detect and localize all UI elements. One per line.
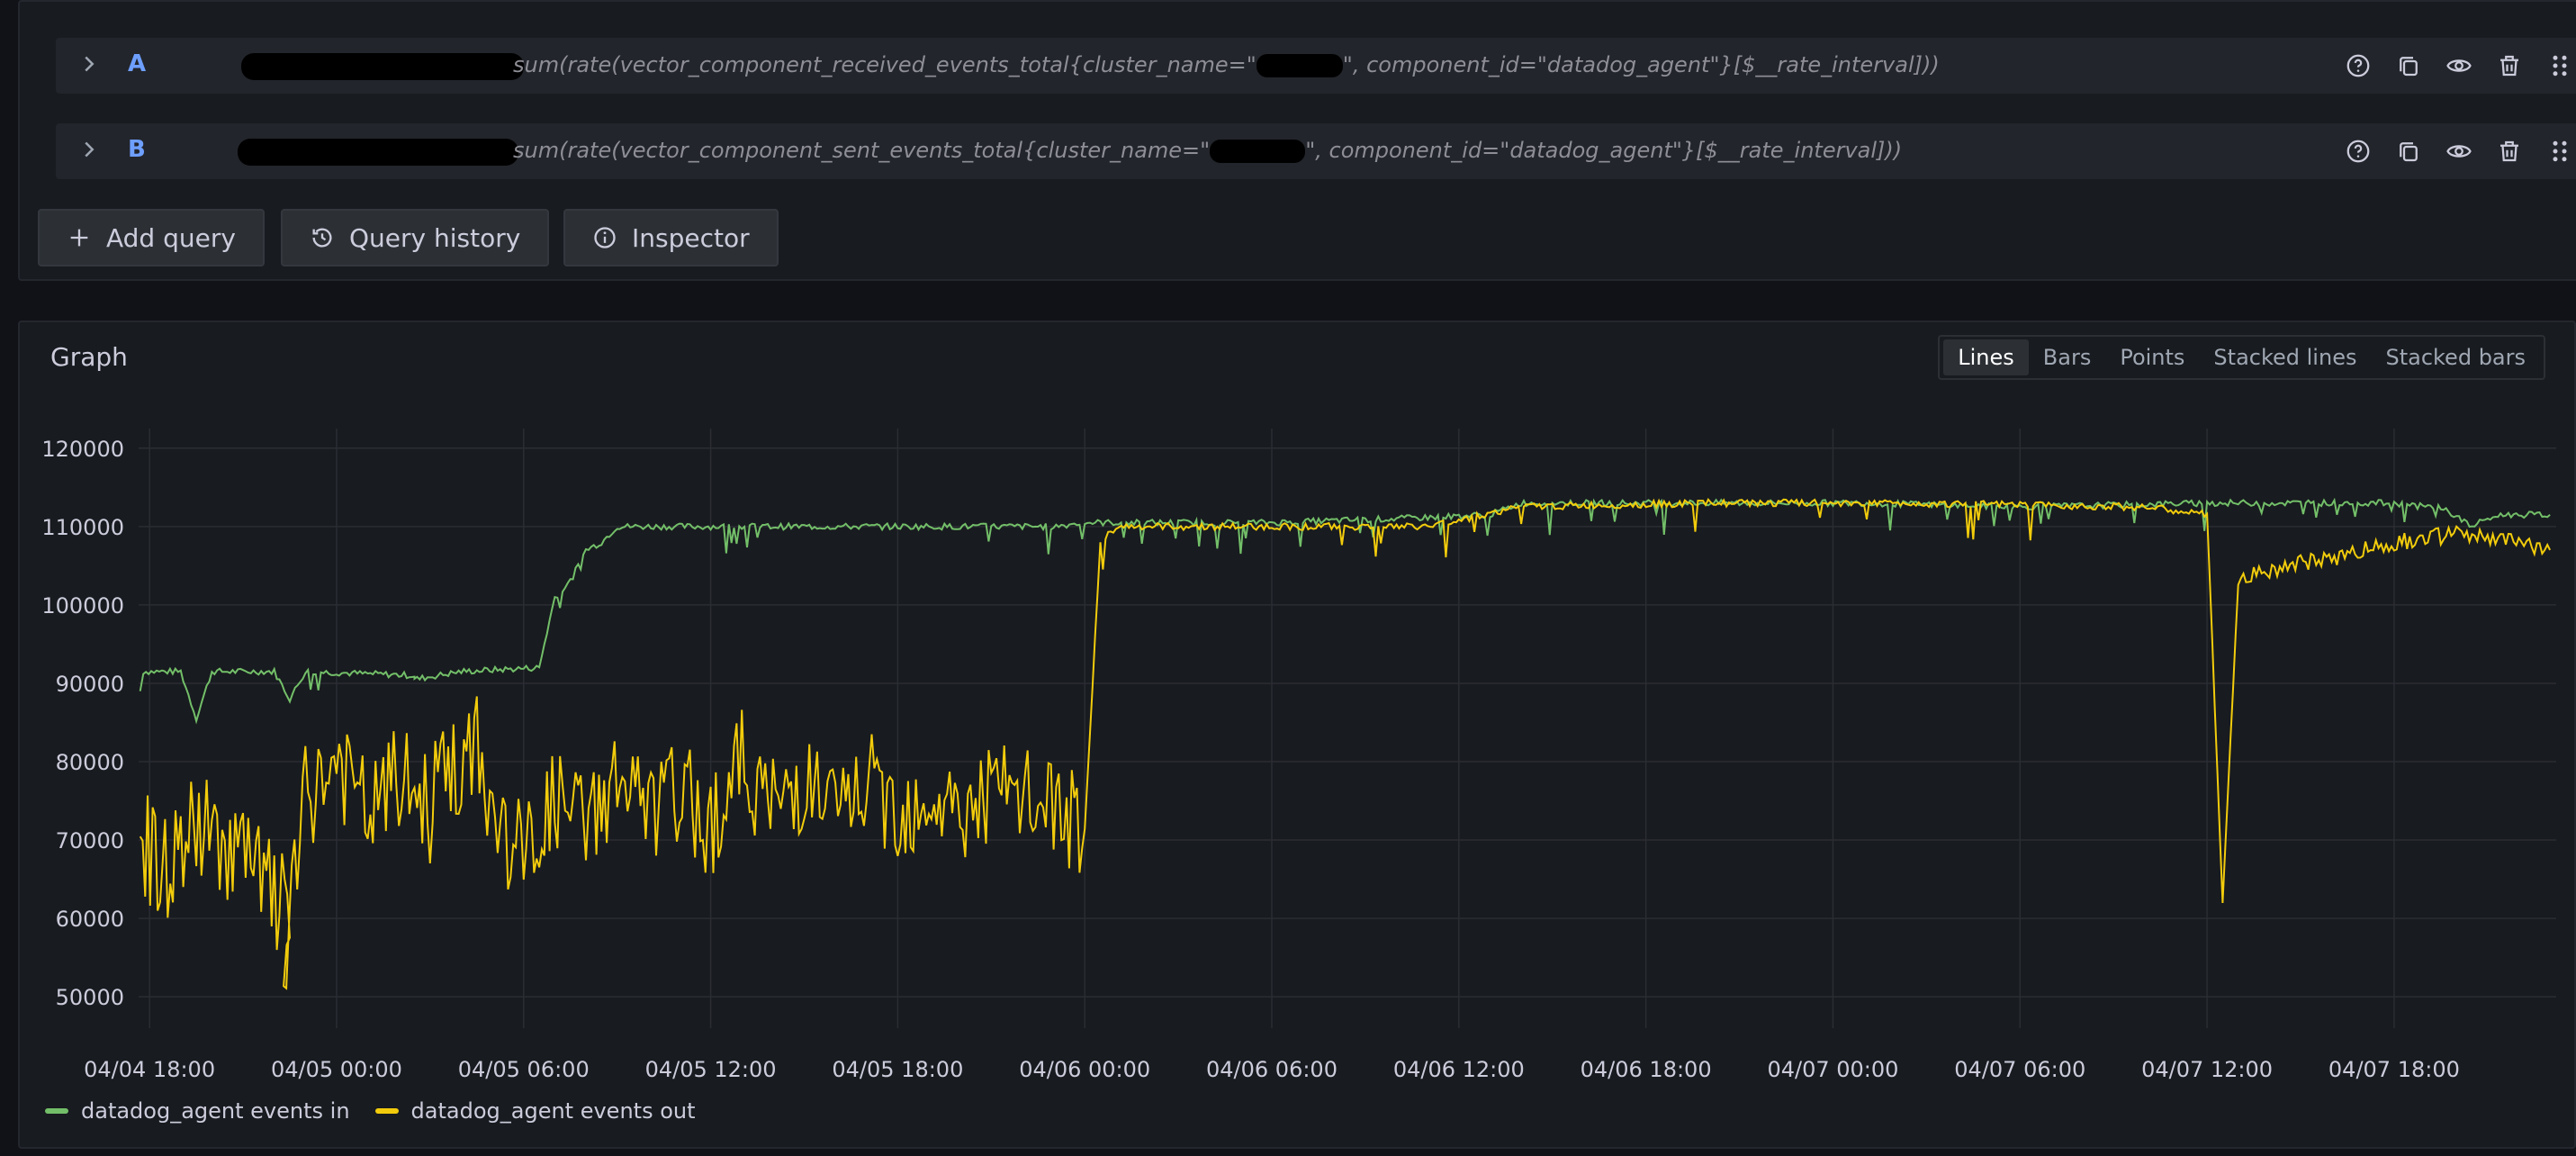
query-row-b[interactable]: B sum(rate(vector_component_sent_events_… (56, 123, 2576, 179)
viz-option-lines[interactable]: Lines (1943, 339, 2029, 375)
drag-handle-icon[interactable] (2542, 134, 2576, 168)
x-tick-label: 04/07 00:00 (1767, 1057, 1898, 1082)
y-tick-label: 100000 (41, 593, 124, 619)
plus-icon (70, 229, 88, 247)
x-tick-label: 04/06 18:00 (1581, 1057, 1712, 1082)
add-query-label: Add query (106, 222, 236, 253)
time-series-chart[interactable]: 120000 110000 100000 90000 80000 70000 60000 50… (20, 322, 2574, 1147)
y-tick-label: 80000 (56, 750, 124, 775)
inspector-label: Inspector (632, 222, 750, 253)
x-tick-label: 04/04 18:00 (84, 1057, 215, 1082)
legend-label-in: datadog_agent events in (81, 1098, 350, 1124)
y-tick-label: 60000 (56, 907, 124, 932)
add-query-button[interactable]: Add query (38, 209, 265, 266)
legend-swatch-out (374, 1108, 399, 1114)
x-tick-label: 04/07 06:00 (1954, 1057, 2085, 1082)
viz-option-bars[interactable]: Bars (2042, 345, 2092, 370)
viz-option-stacked-bars[interactable]: Stacked bars (2385, 345, 2526, 370)
query-history-button[interactable]: Query history (281, 209, 550, 266)
legend-item-events-in[interactable]: datadog_agent events in (45, 1098, 350, 1124)
eye-icon[interactable] (2441, 134, 2477, 168)
x-tick-label: 04/06 00:00 (1019, 1057, 1150, 1082)
y-tick-label: 110000 (41, 515, 124, 540)
trash-icon[interactable] (2491, 49, 2527, 83)
graph-title: Graph (50, 342, 128, 372)
query-ref-id[interactable]: A (128, 50, 147, 77)
redacted-query-name (241, 53, 524, 80)
viz-option-stacked-lines[interactable]: Stacked lines (2213, 345, 2357, 370)
y-tick-label: 70000 (56, 828, 124, 853)
series-line-events-out (139, 497, 2551, 990)
query-history-label: Query history (349, 222, 521, 253)
y-tick-label: 50000 (56, 985, 124, 1010)
graph-panel: Graph Lines Bars Points Stacked lines St… (18, 321, 2576, 1149)
legend-swatch-in (45, 1108, 68, 1114)
copy-icon[interactable] (2391, 134, 2427, 168)
query-row-a[interactable]: A sum(rate(vector_component_received_eve… (56, 38, 2576, 94)
visualization-toggle[interactable]: Lines Bars Points Stacked lines Stacked … (1938, 335, 2545, 380)
help-icon[interactable] (2340, 49, 2376, 83)
query-expression[interactable]: sum(rate(vector_component_sent_events_to… (513, 138, 1903, 163)
legend-label-out: datadog_agent events out (410, 1098, 696, 1124)
redacted-query-name (238, 139, 518, 166)
chevron-right-icon[interactable] (76, 50, 103, 77)
chart-legend: datadog_agent events in datadog_agent ev… (45, 1098, 696, 1124)
series-line-events-in (139, 497, 2551, 725)
x-tick-label: 04/06 06:00 (1206, 1057, 1338, 1082)
x-tick-label: 04/05 18:00 (832, 1057, 963, 1082)
viz-option-points[interactable]: Points (2120, 345, 2185, 370)
x-tick-label: 04/06 12:00 (1393, 1057, 1525, 1082)
x-tick-label: 04/05 00:00 (271, 1057, 402, 1082)
query-editor-panel: A sum(rate(vector_component_received_eve… (18, 0, 2576, 281)
trash-icon[interactable] (2491, 134, 2527, 168)
info-icon (594, 227, 616, 248)
history-icon (312, 228, 332, 248)
drag-handle-icon[interactable] (2542, 49, 2576, 83)
x-tick-label: 04/05 12:00 (645, 1057, 777, 1082)
eye-icon[interactable] (2441, 49, 2477, 83)
help-icon[interactable] (2340, 134, 2376, 168)
query-expression[interactable]: sum(rate(vector_component_received_event… (513, 52, 1940, 77)
query-ref-id[interactable]: B (128, 136, 146, 163)
inspector-button[interactable]: Inspector (563, 209, 779, 266)
x-tick-label: 04/07 12:00 (2141, 1057, 2273, 1082)
x-tick-label: 04/07 18:00 (2328, 1057, 2460, 1082)
legend-item-events-out[interactable]: datadog_agent events out (374, 1098, 696, 1124)
copy-icon[interactable] (2391, 49, 2427, 83)
y-tick-label: 90000 (56, 672, 124, 697)
x-tick-label: 04/05 06:00 (458, 1057, 590, 1082)
chevron-right-icon[interactable] (76, 136, 103, 163)
y-tick-label: 120000 (41, 437, 124, 462)
